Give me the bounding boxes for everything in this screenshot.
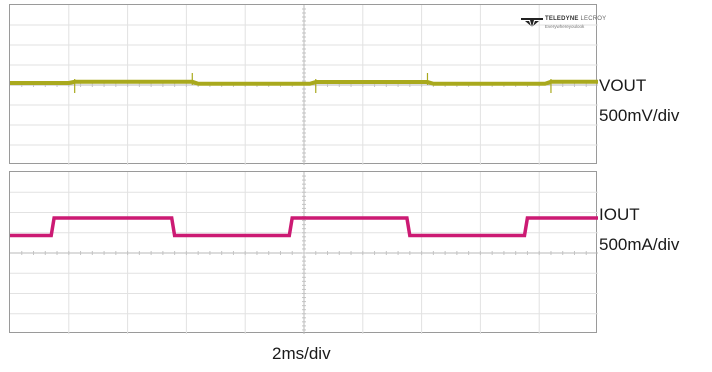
- iout-panel: [9, 171, 598, 334]
- iout-scale-label: 500mA/div: [599, 235, 680, 254]
- series-iout-trace: [10, 216, 598, 238]
- vout-channel-label: VOUT: [599, 76, 647, 95]
- logo-brand-suffix: LECROY: [580, 16, 607, 22]
- iout-plot: [10, 172, 598, 334]
- time-scale-label: 2ms/div: [272, 344, 331, 363]
- teledyne-lecroy-logo: TELEDYNE LECROY Everywhereyoulook: [521, 15, 606, 37]
- vout-panel: TELEDYNE LECROY Everywhereyoulook: [9, 4, 606, 165]
- logo-wordmark: TELEDYNE LECROY: [545, 16, 606, 22]
- logo-tagline: Everywhereyoulook: [545, 24, 585, 29]
- grid: [10, 172, 598, 334]
- series-vout-trace: [10, 79, 598, 86]
- teledyne-logo-icon: [521, 18, 543, 27]
- iout-channel-label: IOUT: [599, 205, 640, 224]
- vout-plot: [10, 5, 598, 165]
- logo-brand: TELEDYNE: [545, 16, 579, 22]
- vout-scale-label: 500mV/div: [599, 106, 680, 125]
